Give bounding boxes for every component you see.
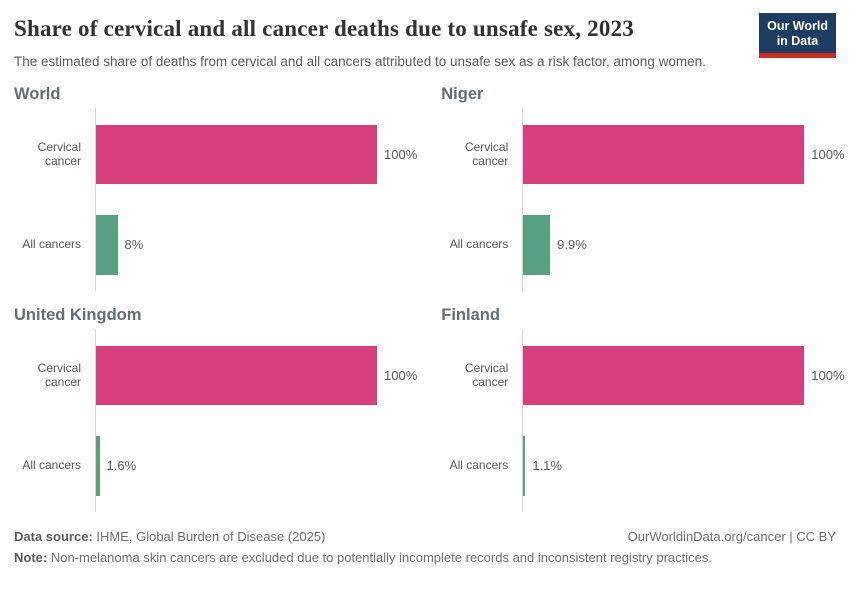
bar-value-label: 100% [384, 367, 418, 383]
bar-area: 100% [95, 345, 418, 405]
bar-area: 1.1% [522, 435, 844, 496]
bar-area: 100% [95, 124, 418, 184]
bar-label: All cancers [22, 458, 81, 473]
bar-value-label: 9.9% [557, 237, 587, 253]
panel-niger: Niger Cervical cancer 100% All cancers 9… [441, 84, 845, 291]
footer-row: Data source: IHME, Global Burden of Dise… [14, 529, 836, 544]
bar-cervical-cancer[interactable] [522, 124, 805, 184]
plot-area: Cervical cancer 100% All cancers 1.6% [14, 328, 418, 512]
panel-united-kingdom: United Kingdom Cervical cancer 100% All … [14, 306, 417, 512]
page-title: Share of cervical and all cancer deaths … [14, 16, 634, 41]
data-source-label: Data source: [14, 528, 93, 544]
bar-area: 8% [95, 214, 417, 275]
panel-title: World [14, 84, 61, 103]
bar-area: 1.6% [95, 435, 417, 496]
bar-all-cancers[interactable] [95, 214, 118, 275]
y-axis-line [95, 328, 96, 512]
bar-cervical-cancer[interactable] [95, 345, 377, 405]
owid-logo-line1: Our World [767, 19, 828, 33]
bar-label: Cervical cancer [464, 139, 509, 169]
bar-area: 100% [522, 124, 845, 184]
panel-title: Niger [441, 84, 484, 103]
panels-grid: World Cervical cancer 100% All cancers 8… [0, 72, 850, 512]
bar-value-label: 8% [124, 237, 144, 253]
bar-area: 9.9% [522, 214, 844, 275]
bar-value-label: 100% [811, 146, 845, 162]
panel-title: United Kingdom [14, 305, 142, 324]
owid-logo-line2: in Data [776, 34, 819, 48]
bar-value-label: 1.6% [106, 458, 137, 474]
bar-label: All cancers [449, 237, 509, 252]
bar-all-cancers[interactable] [522, 214, 551, 275]
bar-all-cancers[interactable] [95, 435, 100, 496]
panel-world: World Cervical cancer 100% All cancers 8… [14, 85, 417, 291]
page-subtitle: The estimated share of deaths from cervi… [14, 54, 706, 69]
y-axis-line [522, 107, 524, 291]
panel-finland: Finland Cervical cancer 100% All cancers… [441, 305, 845, 512]
bar-label: All cancers [22, 237, 81, 252]
y-axis-line [95, 107, 96, 291]
bar-label: Cervical cancer [37, 360, 81, 390]
data-source-text: IHME, Global Burden of Disease (2025) [92, 528, 326, 544]
bar-row: Cervical cancer 100% [14, 124, 418, 184]
bar-area: 100% [522, 345, 845, 405]
data-source-line: Data source: IHME, Global Burden of Dise… [14, 529, 325, 544]
bar-label: All cancers [449, 458, 509, 473]
chart-header: Share of cervical and all cancer deaths … [0, 0, 850, 72]
bar-row: All cancers 8% [14, 214, 417, 275]
bar-row: All cancers 9.9% [441, 214, 844, 275]
bar-row: Cervical cancer 100% [14, 345, 418, 405]
note-label: Note: [14, 549, 48, 565]
bar-label: Cervical cancer [464, 360, 509, 390]
note-text: Non-melanoma skin cancers are excluded d… [47, 549, 712, 565]
plot-area: Cervical cancer 100% All cancers 9.9% [441, 107, 845, 291]
bar-label: Cervical cancer [37, 139, 81, 169]
bar-row: All cancers 1.6% [14, 435, 417, 496]
chart-footer: Data source: IHME, Global Burden of Dise… [0, 512, 850, 565]
bar-row: All cancers 1.1% [441, 435, 844, 496]
bar-cervical-cancer[interactable] [95, 124, 377, 184]
plot-area: Cervical cancer 100% All cancers 8% [14, 107, 418, 291]
note-line: Note: Non-melanoma skin cancers are excl… [14, 550, 836, 565]
bar-value-label: 1.1% [532, 458, 562, 474]
y-axis-line [522, 328, 524, 512]
bar-all-cancers[interactable] [522, 435, 526, 496]
bar-value-label: 100% [384, 146, 418, 162]
owid-logo: Our World in Data [759, 13, 836, 58]
bar-value-label: 100% [811, 367, 845, 383]
panel-title: Finland [441, 305, 500, 324]
bar-row: Cervical cancer 100% [441, 124, 845, 184]
plot-area: Cervical cancer 100% All cancers 1.1% [441, 328, 845, 512]
citation-link[interactable]: OurWorldinData.org/cancer | CC BY [627, 528, 836, 544]
bar-row: Cervical cancer 100% [441, 345, 845, 405]
bar-cervical-cancer[interactable] [522, 345, 805, 405]
